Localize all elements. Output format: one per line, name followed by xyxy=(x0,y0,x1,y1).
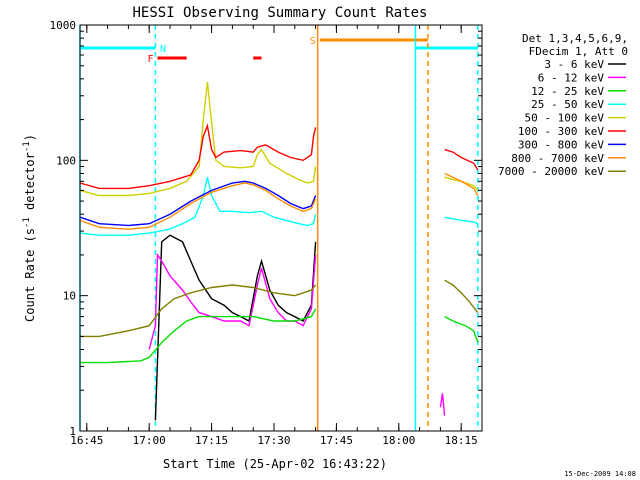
legend-label-3: 25 - 50 keV xyxy=(531,98,604,111)
legend-label-6: 300 - 800 keV xyxy=(518,138,604,151)
x-tick-label-5: 18:00 xyxy=(382,434,415,447)
y-axis-label-mid: detector xyxy=(23,152,37,217)
legend-label-2: 12 - 25 keV xyxy=(531,85,604,98)
x-tick-label-1: 17:00 xyxy=(133,434,166,447)
legend-label-5: 100 - 300 keV xyxy=(518,125,604,138)
y-axis-label-main: Count Rate (s xyxy=(23,228,37,322)
x-tick-label-6: 18:15 xyxy=(445,434,478,447)
series-line-5 xyxy=(79,123,479,190)
flag-layer: NF S xyxy=(80,36,478,65)
series-line-2 xyxy=(80,308,479,364)
y-axis-label-sup2: -1 xyxy=(22,141,32,152)
series-line-8 xyxy=(80,279,479,338)
y-tick-label-3: 1000 xyxy=(50,19,77,32)
legend: Det 1,3,4,5,6,9,FDecim 1, Att 03 - 6 keV… xyxy=(498,32,628,178)
series-line-4 xyxy=(79,81,479,197)
series-line-7 xyxy=(79,172,479,230)
series-line-3 xyxy=(79,177,479,236)
axis-layer: 16:45 17:00 17:15 17:30 17:45 18:00 18:15 1 10 10… xyxy=(50,19,483,447)
series-layer xyxy=(79,81,479,421)
legend-header-1: FDecim 1, Att 0 xyxy=(529,45,628,58)
x-tick-label-0: 16:45 xyxy=(70,434,103,447)
legend-label-1: 6 - 12 keV xyxy=(538,71,605,84)
flag-label-N: N xyxy=(160,44,166,55)
flag-label-F: F xyxy=(148,54,154,65)
y-tick-label-2: 100 xyxy=(56,154,76,167)
series-line-1 xyxy=(148,252,446,416)
y-axis-label: Count Rate (s-1 detector-1) xyxy=(22,134,37,322)
x-tick-label-4: 17:45 xyxy=(320,434,353,447)
y-tick-label-1: 10 xyxy=(63,290,76,303)
legend-label-4: 50 - 100 keV xyxy=(525,112,605,125)
series-line-0 xyxy=(154,234,317,421)
x-tick-label-2: 17:15 xyxy=(195,434,228,447)
legend-header-0: Det 1,3,4,5,6,9, xyxy=(522,32,628,45)
y-axis-label-end: ) xyxy=(23,134,37,141)
chart-title: HESSI Observing Summary Count Rates xyxy=(132,5,427,21)
legend-label-7: 800 - 7000 keV xyxy=(511,152,604,165)
x-axis-label: Start Time (25-Apr-02 16:43:22) xyxy=(163,457,387,471)
legend-label-0: 3 - 6 keV xyxy=(544,58,604,71)
y-axis-label-sup1: -1 xyxy=(22,217,32,228)
x-tick-label-3: 17:30 xyxy=(257,434,290,447)
series-line-6 xyxy=(79,180,317,227)
y-tick-label-0: 1 xyxy=(69,425,76,438)
legend-label-8: 7000 - 20000 keV xyxy=(498,165,604,178)
footer-timestamp: 15-Dec-2009 14:08 xyxy=(564,470,636,478)
flag-label-S: S xyxy=(310,36,316,47)
plot-frame xyxy=(79,24,483,432)
